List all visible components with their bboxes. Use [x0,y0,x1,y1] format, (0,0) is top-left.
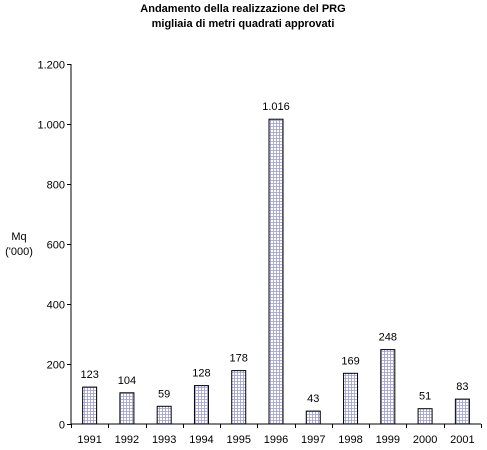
bar [119,392,135,425]
bar [343,372,359,425]
data-label: 59 [158,388,170,400]
chart-subtitle: migliaia di metri quadrati approvati [152,18,335,30]
y-tick-label: 400 [47,300,65,312]
data-label: 104 [118,375,136,387]
bar [268,118,284,425]
x-tick-label: 1994 [189,434,213,446]
x-tick-label: 1992 [115,434,139,446]
chart-title: Andamento della realizzazione del PRG [140,3,345,15]
y-tick-label: 1.200 [37,60,65,72]
bar [231,370,247,425]
data-label: 51 [419,391,431,403]
plot-area: 0 200 400 600 800 1.000 1.200 123 1991 104 1992 59 1… [37,60,482,446]
y-tick-label: 800 [47,180,65,192]
y-tick-label: 1.000 [37,120,65,132]
x-tick-label: 1996 [264,434,288,446]
data-label: 123 [80,369,98,381]
bar [193,385,209,425]
data-label: 169 [341,355,359,367]
y-tick-label: 0 [59,420,65,432]
bar [417,408,433,425]
y-tick-label: 600 [47,240,65,252]
data-label: 1.016 [262,101,290,113]
bar [82,386,98,425]
data-label: 43 [307,393,319,405]
y-tick-label: 200 [47,360,65,372]
data-label: 178 [230,353,248,365]
x-tick-label: 1991 [77,434,101,446]
data-label: 248 [379,332,397,344]
bar [305,410,321,425]
x-tick-label: 2001 [450,434,474,446]
x-tick-label: 1995 [226,434,250,446]
x-tick-label: 1993 [152,434,176,446]
x-tick-label: 2000 [413,434,437,446]
bar [454,398,470,425]
x-tick-label: 1998 [338,434,362,446]
bar [380,349,396,425]
y-axis-label: Mq [11,231,26,243]
x-tick-label: 1997 [301,434,325,446]
x-tick-label: 1999 [376,434,400,446]
data-label: 128 [192,368,210,380]
y-axis-unit: ('000) [5,246,33,258]
bar [156,405,172,425]
data-label: 83 [456,381,468,393]
